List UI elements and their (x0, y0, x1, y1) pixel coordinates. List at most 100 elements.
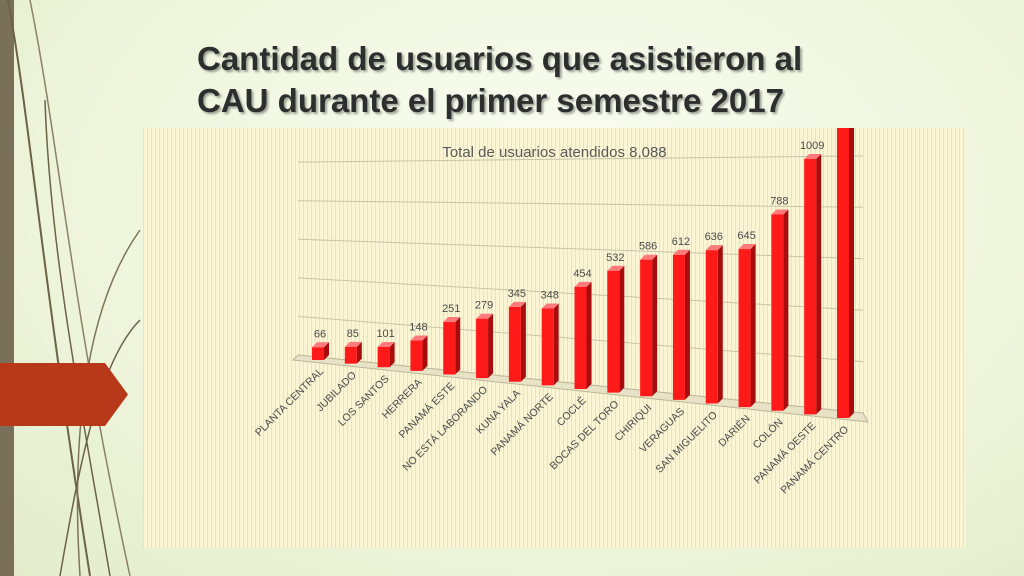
bar (640, 259, 653, 397)
bar (508, 306, 521, 382)
bar-side (356, 341, 362, 364)
bar-group (607, 265, 625, 393)
bar-top (738, 244, 756, 250)
bar-group (804, 153, 822, 415)
data-label: 85 (347, 328, 359, 340)
gridline (297, 238, 864, 260)
bar-group (705, 245, 723, 404)
data-label: 645 (737, 230, 755, 242)
bar-side (684, 249, 690, 400)
bar-group (344, 341, 362, 364)
bar-group (771, 209, 789, 411)
bar-group (640, 254, 658, 397)
bar-side (520, 301, 526, 382)
category-label: SAN MIGUELITO (653, 409, 720, 476)
bar (574, 286, 587, 389)
bar-side (455, 317, 461, 375)
accent-tab (0, 363, 128, 426)
bar-group (476, 313, 494, 379)
category-label: COLÓN (750, 416, 786, 452)
data-label: 66 (314, 328, 326, 340)
bar-group (508, 301, 526, 382)
bar-top (574, 281, 592, 287)
bar (312, 347, 324, 360)
bar-group (541, 303, 559, 386)
bar-side (652, 254, 658, 397)
data-label: 532 (606, 252, 624, 264)
data-label: 586 (639, 241, 657, 253)
bar-group (738, 244, 756, 408)
bar-side (586, 281, 592, 389)
bar-top (640, 254, 658, 260)
data-label: 101 (376, 328, 394, 340)
bar (738, 249, 751, 408)
bar (344, 346, 357, 364)
data-label: 454 (573, 268, 591, 280)
data-label: 788 (770, 195, 788, 207)
data-label: 636 (705, 231, 723, 243)
bar (476, 318, 489, 379)
data-label: 348 (541, 289, 559, 301)
bar-top (771, 209, 789, 215)
bar-top (705, 245, 723, 251)
bar (804, 158, 817, 415)
bar-group (837, 128, 854, 419)
side-bar (0, 0, 14, 576)
category-label: BOCAS DEL TORO (547, 398, 621, 472)
bar-side (324, 342, 329, 360)
data-label: 345 (508, 288, 526, 300)
slide-title-line-2: CAU durante el primer semestre 2017 (197, 82, 784, 119)
bar-group (377, 341, 395, 368)
bar-top (312, 342, 329, 348)
bar (607, 270, 620, 393)
category-label: PANAMÁ NORTE (488, 390, 556, 458)
bar (705, 250, 718, 404)
bar (377, 346, 390, 368)
bar (672, 254, 685, 400)
bar-group (443, 317, 461, 375)
bar-top (804, 153, 822, 159)
slide-title-line-1: Cantidad de usuarios que asistieron al (197, 40, 803, 77)
bar-top (672, 249, 690, 255)
category-label: PANAMÁ CENTRO (778, 423, 851, 496)
bar-top (377, 341, 395, 347)
bar-top (541, 303, 559, 309)
category-label: DARIÉN (715, 412, 752, 449)
bar-side (553, 303, 559, 386)
data-label: 1009 (800, 140, 824, 152)
bar-side (750, 244, 756, 408)
bar-top (344, 341, 362, 347)
data-label: 251 (442, 303, 460, 315)
bar-group (672, 249, 690, 400)
chart-title: Total de usuarios atendidos 8,088 (442, 144, 667, 161)
bar-side (717, 245, 723, 404)
data-label: 279 (475, 300, 493, 312)
bar-side (488, 313, 494, 379)
bar-side (389, 341, 395, 368)
bar-side (619, 265, 625, 393)
bar-side (422, 335, 428, 371)
bars (312, 128, 854, 419)
bar-side (816, 153, 822, 415)
bar (541, 308, 554, 386)
gridline (297, 200, 864, 208)
bar (837, 128, 849, 419)
bar (410, 340, 423, 371)
bar-top (410, 335, 428, 341)
bar-top (476, 313, 494, 319)
slide-title: Cantidad de usuarios que asistieron al C… (197, 38, 977, 122)
category-label: PANAMÁ OESTE (751, 419, 818, 486)
category-label: COCLÉ (554, 394, 589, 429)
bar-group (410, 335, 428, 371)
bar (771, 214, 784, 411)
bar-side (783, 209, 789, 411)
category-label: PLANTA CENTRAL (253, 366, 326, 439)
chart-panel: Total de usuarios atendidos 8,088 66 PLAN… (143, 128, 966, 548)
bar-top (607, 265, 625, 271)
bar-top (508, 301, 526, 307)
bar-group (574, 281, 592, 389)
bar-group (312, 342, 329, 360)
gridline (297, 155, 864, 163)
bar (443, 322, 456, 375)
